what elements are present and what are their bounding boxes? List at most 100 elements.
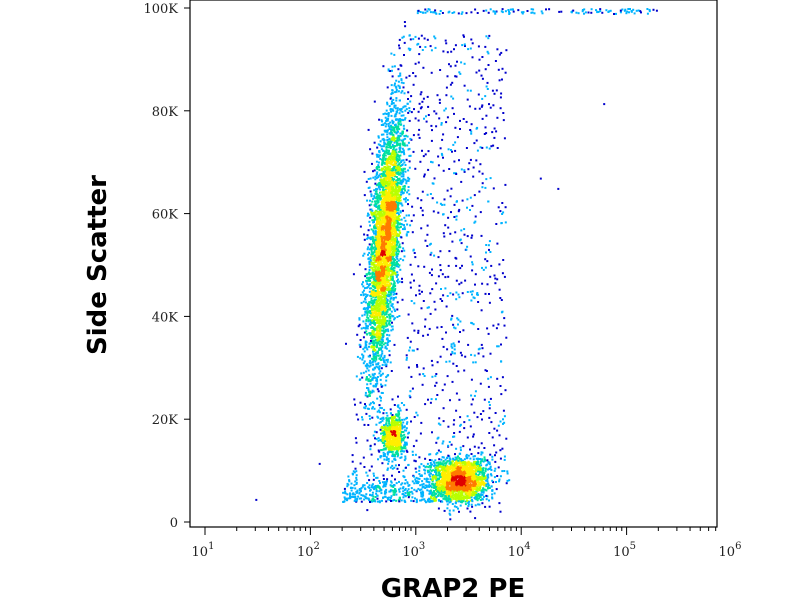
event-dot [388,169,391,172]
event-dot [367,236,370,239]
event-dot [381,432,384,435]
plot-frame [189,0,718,528]
event-dot [402,259,405,262]
event-dot [471,505,474,508]
event-dot [386,429,389,432]
event-dot [388,340,391,342]
event-dot [394,211,397,213]
event-dot [390,254,393,257]
event-dot [386,171,389,174]
event-dot [391,152,394,154]
event-dot [404,170,407,173]
event-dot [376,166,379,168]
event-dot [403,135,406,138]
event-dot [393,443,396,446]
event-dot [387,293,390,296]
event-dot [384,142,387,145]
event-dot [405,108,408,111]
event-dot [396,142,399,145]
event-dot [377,363,379,366]
event-dot [360,293,363,296]
event-dot [390,229,393,232]
event-dot [366,439,369,442]
event-dot [401,143,404,146]
event-dot [379,304,382,307]
event-dot [386,328,389,331]
event-dot [385,218,388,221]
event-dot [389,300,392,303]
event-dot [392,298,395,301]
event-dot [374,360,377,363]
event-dot [379,210,382,213]
event-dot [385,163,388,166]
event-dot [372,170,374,173]
event-dot [392,235,395,238]
event-dot [391,192,394,195]
event-dot [377,183,379,186]
event-dot [386,288,388,291]
event-dot [382,327,385,330]
event-dot [382,321,385,324]
event-dot [377,409,380,412]
event-dot [389,264,392,266]
event-dot [369,315,372,318]
event-dot [395,216,398,219]
event-dot [376,238,379,241]
event-dot [402,144,405,147]
event-dot [384,384,387,387]
event-dot [373,100,376,103]
event-dot [362,293,365,296]
event-dot [400,91,403,94]
event-dot [398,85,401,88]
event-dot [366,276,368,279]
event-dot [391,136,394,139]
event-dot [402,159,405,162]
event-dot [387,144,390,146]
event-dot [385,118,388,121]
event-dot [394,181,397,184]
event-dot [396,208,398,211]
event-dot [391,450,394,453]
event-dot [402,180,405,183]
event-dot [356,355,359,358]
event-dot [376,295,379,298]
event-dot [387,122,390,125]
event-dot [393,154,396,157]
event-dot [363,252,366,255]
event-dot [388,156,391,159]
event-dot [396,255,399,258]
event-dot [365,324,368,327]
event-dot [385,280,388,283]
event-dot [388,218,391,221]
event-dot [400,81,403,84]
event-dot [362,356,365,359]
event-dot [383,227,386,229]
event-dot [373,367,376,370]
event-dot [384,290,387,293]
event-dot [390,198,393,201]
event-dot [391,287,393,290]
event-dot [378,264,381,267]
event-dot [389,201,392,204]
event-dot [385,198,388,201]
event-dot [389,183,392,186]
event-dot [375,265,378,268]
event-dot [376,410,379,413]
event-dot [387,115,390,118]
event-dot [374,349,377,352]
event-dot [370,228,373,231]
event-dot [374,376,377,379]
event-dot [375,188,377,191]
event-dot [403,450,405,453]
event-dot [467,505,470,507]
event-dot [379,291,382,294]
event-dot [373,402,375,405]
event-dot [394,429,397,432]
event-dot [367,305,370,308]
event-dot [376,354,379,357]
event-dot [396,424,399,426]
event-dot [393,84,396,87]
event-dot [380,163,383,166]
event-dot [394,217,397,220]
event-dot [381,313,384,316]
